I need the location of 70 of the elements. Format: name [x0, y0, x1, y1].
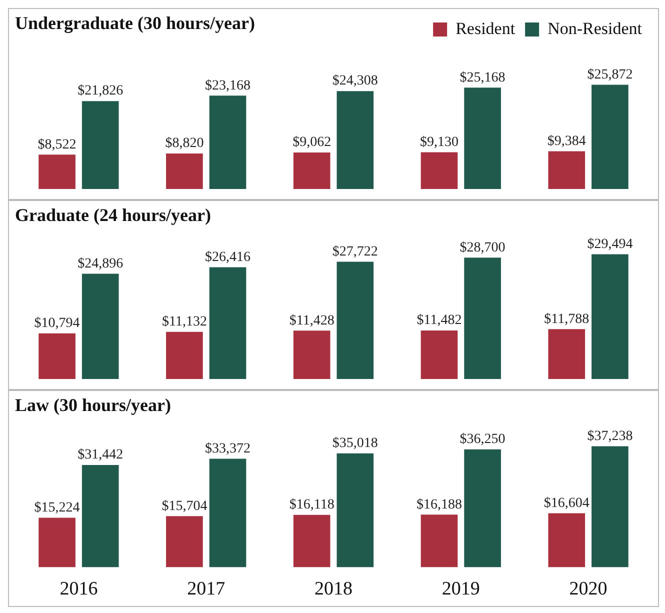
- data-label: $29,494: [587, 236, 633, 252]
- data-label: $26,416: [205, 250, 251, 265]
- x-tick-label: 2020: [569, 578, 608, 600]
- bar: [82, 274, 119, 379]
- data-label: $35,018: [332, 436, 378, 452]
- chart-title: Undergraduate (30 hours/year): [15, 13, 255, 34]
- data-label: $27,722: [332, 244, 378, 260]
- bar: [420, 514, 458, 568]
- bar: [293, 330, 330, 379]
- data-label: $11,132: [162, 314, 207, 330]
- data-label: $28,700: [460, 240, 506, 256]
- bar: [166, 516, 203, 568]
- data-label: $21,826: [78, 84, 124, 99]
- data-label: $23,168: [205, 78, 251, 94]
- chart-title: Law (30 hours/year): [15, 395, 171, 416]
- data-label: $8,522: [38, 137, 76, 152]
- data-label: $24,308: [332, 74, 378, 89]
- bar: [336, 453, 374, 568]
- bar: [592, 254, 628, 379]
- x-tick-label: 2018: [314, 578, 352, 600]
- bar: [592, 446, 628, 568]
- bar: [166, 153, 203, 189]
- bar: [82, 101, 119, 189]
- bar: [464, 258, 501, 379]
- data-label: $16,188: [416, 497, 462, 512]
- data-label: $25,872: [587, 67, 633, 82]
- data-label: $37,238: [587, 428, 633, 444]
- data-label: $31,442: [78, 448, 124, 463]
- data-label: $33,372: [205, 441, 251, 456]
- bar: [38, 333, 76, 379]
- bar: [209, 267, 246, 379]
- data-label: $9,062: [292, 135, 332, 150]
- data-label: $9,130: [420, 134, 458, 150]
- legend-label: Resident: [456, 18, 516, 38]
- bar: [336, 262, 374, 379]
- bar: [420, 152, 458, 189]
- bar: [209, 96, 246, 189]
- bar: [38, 518, 76, 568]
- x-tick-label: 2016: [60, 578, 98, 600]
- data-label: $24,896: [78, 256, 124, 272]
- bar: [293, 514, 330, 568]
- bar: [548, 329, 586, 379]
- bar: [548, 513, 586, 568]
- bar: [209, 458, 246, 568]
- bar: [293, 152, 330, 189]
- data-label: $36,250: [460, 432, 506, 448]
- data-label: $16,118: [289, 498, 334, 513]
- bar: [464, 449, 501, 568]
- chart-title: Graduate (24 hours/year): [15, 205, 211, 226]
- x-tick-label: 2017: [187, 578, 226, 600]
- bar: [38, 154, 76, 189]
- x-tick-label: 2019: [442, 578, 480, 600]
- data-label: $15,704: [162, 498, 208, 514]
- data-label: $8,820: [165, 136, 204, 152]
- data-label: $25,168: [460, 70, 506, 86]
- data-label: $11,482: [416, 313, 462, 328]
- bar: [592, 84, 628, 189]
- bar: [82, 465, 119, 568]
- legend-label: Non-Resident: [548, 18, 642, 38]
- data-label: $9,384: [547, 134, 586, 149]
- data-label: $11,428: [289, 313, 334, 328]
- bar: [548, 151, 586, 189]
- bar: [464, 88, 501, 189]
- data-label: $16,604: [544, 496, 590, 511]
- bar: [420, 330, 458, 379]
- data-label: $10,794: [34, 316, 80, 332]
- bar: [166, 332, 203, 379]
- data-label: $11,788: [544, 312, 590, 327]
- bar: [336, 91, 374, 189]
- data-label: $15,224: [34, 500, 80, 516]
